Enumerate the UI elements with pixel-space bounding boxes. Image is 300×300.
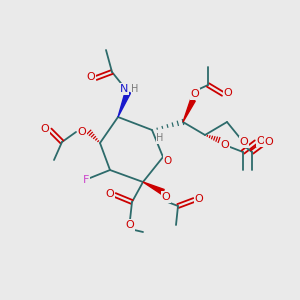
Text: O: O xyxy=(265,137,273,147)
Text: O: O xyxy=(106,189,114,199)
Text: H: H xyxy=(156,133,164,143)
Text: O: O xyxy=(126,220,134,230)
Text: O: O xyxy=(40,124,50,134)
Text: O: O xyxy=(87,72,95,82)
Text: O: O xyxy=(190,89,200,99)
Text: O: O xyxy=(195,194,203,204)
Text: O: O xyxy=(78,127,86,137)
Polygon shape xyxy=(118,91,130,117)
Text: N: N xyxy=(120,84,128,94)
Text: O: O xyxy=(162,192,170,202)
Text: H: H xyxy=(131,84,139,94)
Polygon shape xyxy=(143,182,164,194)
Text: F: F xyxy=(83,175,89,185)
Polygon shape xyxy=(183,99,195,122)
Text: O: O xyxy=(220,140,230,150)
Text: O: O xyxy=(240,137,248,147)
Text: O: O xyxy=(256,136,266,146)
Text: O: O xyxy=(164,156,172,166)
Text: O: O xyxy=(224,88,232,98)
